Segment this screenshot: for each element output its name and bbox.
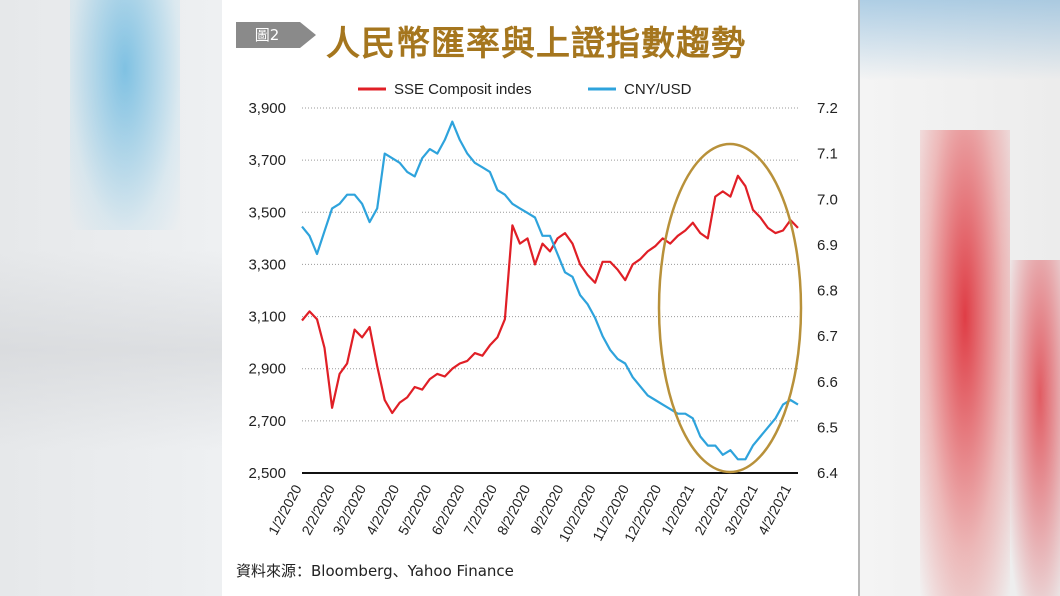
y-axis-left: 2,500 2,700 2,900 3,100 3,300 3,500 3,700 3,900: [248, 100, 286, 482]
y-left-tick-label: 2,900: [248, 361, 286, 378]
y-left-tick-label: 3,100: [248, 309, 286, 326]
y-right-tick-label: 6.7: [817, 328, 838, 345]
y-left-tick-label: 3,700: [248, 152, 286, 169]
y-left-tick-label: 2,500: [248, 465, 286, 482]
x-axis: 1/2/20202/2/20203/2/20204/2/20205/2/2020…: [265, 482, 794, 545]
line-chart: SSE Composit indes CNY/USD 2,500 2,700 2,90…: [248, 81, 838, 545]
highlight-ellipse: [657, 142, 803, 474]
chart-grid: [302, 107, 798, 474]
data-source-note: 資料來源：Bloomberg、Yahoo Finance: [236, 562, 514, 580]
y-left-tick-label: 2,700: [248, 413, 286, 430]
y-right-tick-label: 7.2: [817, 100, 838, 117]
y-right-tick-label: 7.1: [817, 146, 838, 163]
background-blur-band: [0, 250, 222, 450]
background-blur-blue-right: [860, 0, 1060, 80]
background-blur-red-secondary: [1010, 260, 1060, 596]
y-right-tick-label: 6.5: [817, 419, 838, 436]
chart-legend: SSE Composit indes CNY/USD: [358, 81, 692, 98]
y-left-tick-label: 3,500: [248, 204, 286, 221]
background-blur-blue: [70, 0, 180, 230]
y-left-tick-label: 3,900: [248, 100, 286, 117]
background-blur-red: [920, 130, 1010, 596]
y-right-tick-label: 6.8: [817, 283, 838, 300]
chart-title: 人民幣匯率與上證指數趨勢: [326, 24, 746, 64]
figure-number: 圖2: [254, 26, 280, 44]
y-axis-right: 6.4 6.5 6.6 6.7 6.8 6.9 7.0 7.1 7.2: [817, 100, 838, 482]
legend-label: CNY/USD: [624, 81, 692, 98]
figure-badge: 圖2: [236, 22, 318, 48]
chart-card: 圖2 人民幣匯率與上證指數趨勢 SSE Composit indes CNY/US…: [222, 0, 858, 596]
y-right-tick-label: 6.9: [817, 237, 838, 254]
y-right-tick-label: 7.0: [817, 191, 838, 208]
right-divider: [858, 0, 860, 596]
background-blur-right: [860, 0, 1060, 596]
series-lines: [301, 120, 799, 461]
series-line-sse: [301, 174, 799, 415]
y-left-tick-label: 3,300: [248, 256, 286, 273]
y-right-tick-label: 6.6: [817, 374, 838, 391]
y-right-tick-label: 6.4: [817, 465, 838, 482]
background-blur-left: [0, 0, 222, 596]
badge-arrow-shape: [236, 22, 316, 48]
legend-label: SSE Composit indes: [394, 81, 532, 98]
series-line-cny: [301, 120, 799, 461]
